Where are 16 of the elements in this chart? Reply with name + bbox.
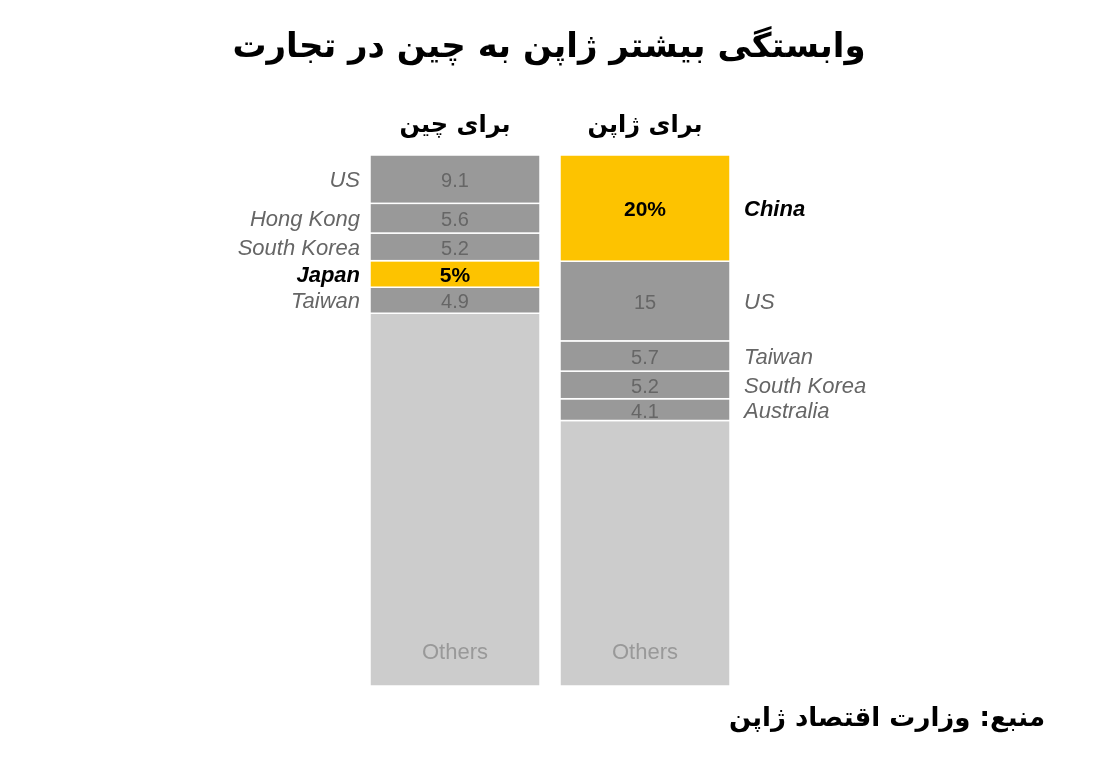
series-label: South Korea xyxy=(237,234,360,260)
data-label: 20% xyxy=(623,197,667,221)
series-label: Hong Kong xyxy=(249,206,361,232)
x-tick-label: برای ژاپن xyxy=(587,110,703,138)
series-label: Japan xyxy=(296,261,360,287)
x-tick-label: برای چین xyxy=(399,110,511,138)
data-label: 5% xyxy=(439,262,471,286)
series-label: China xyxy=(744,196,806,222)
series-label: US xyxy=(744,289,775,315)
series-label: South Korea xyxy=(744,372,867,398)
series-label: Taiwan xyxy=(291,288,360,314)
series-label: Taiwan xyxy=(744,343,813,369)
series-label: US xyxy=(329,167,361,193)
series-label: Australia xyxy=(742,397,830,423)
text: منبع: وزارت اقتصاد ژاپن xyxy=(728,702,1045,733)
chart-title: وابستگی بیشتر ژاپن به چین در تجارت xyxy=(232,25,866,66)
